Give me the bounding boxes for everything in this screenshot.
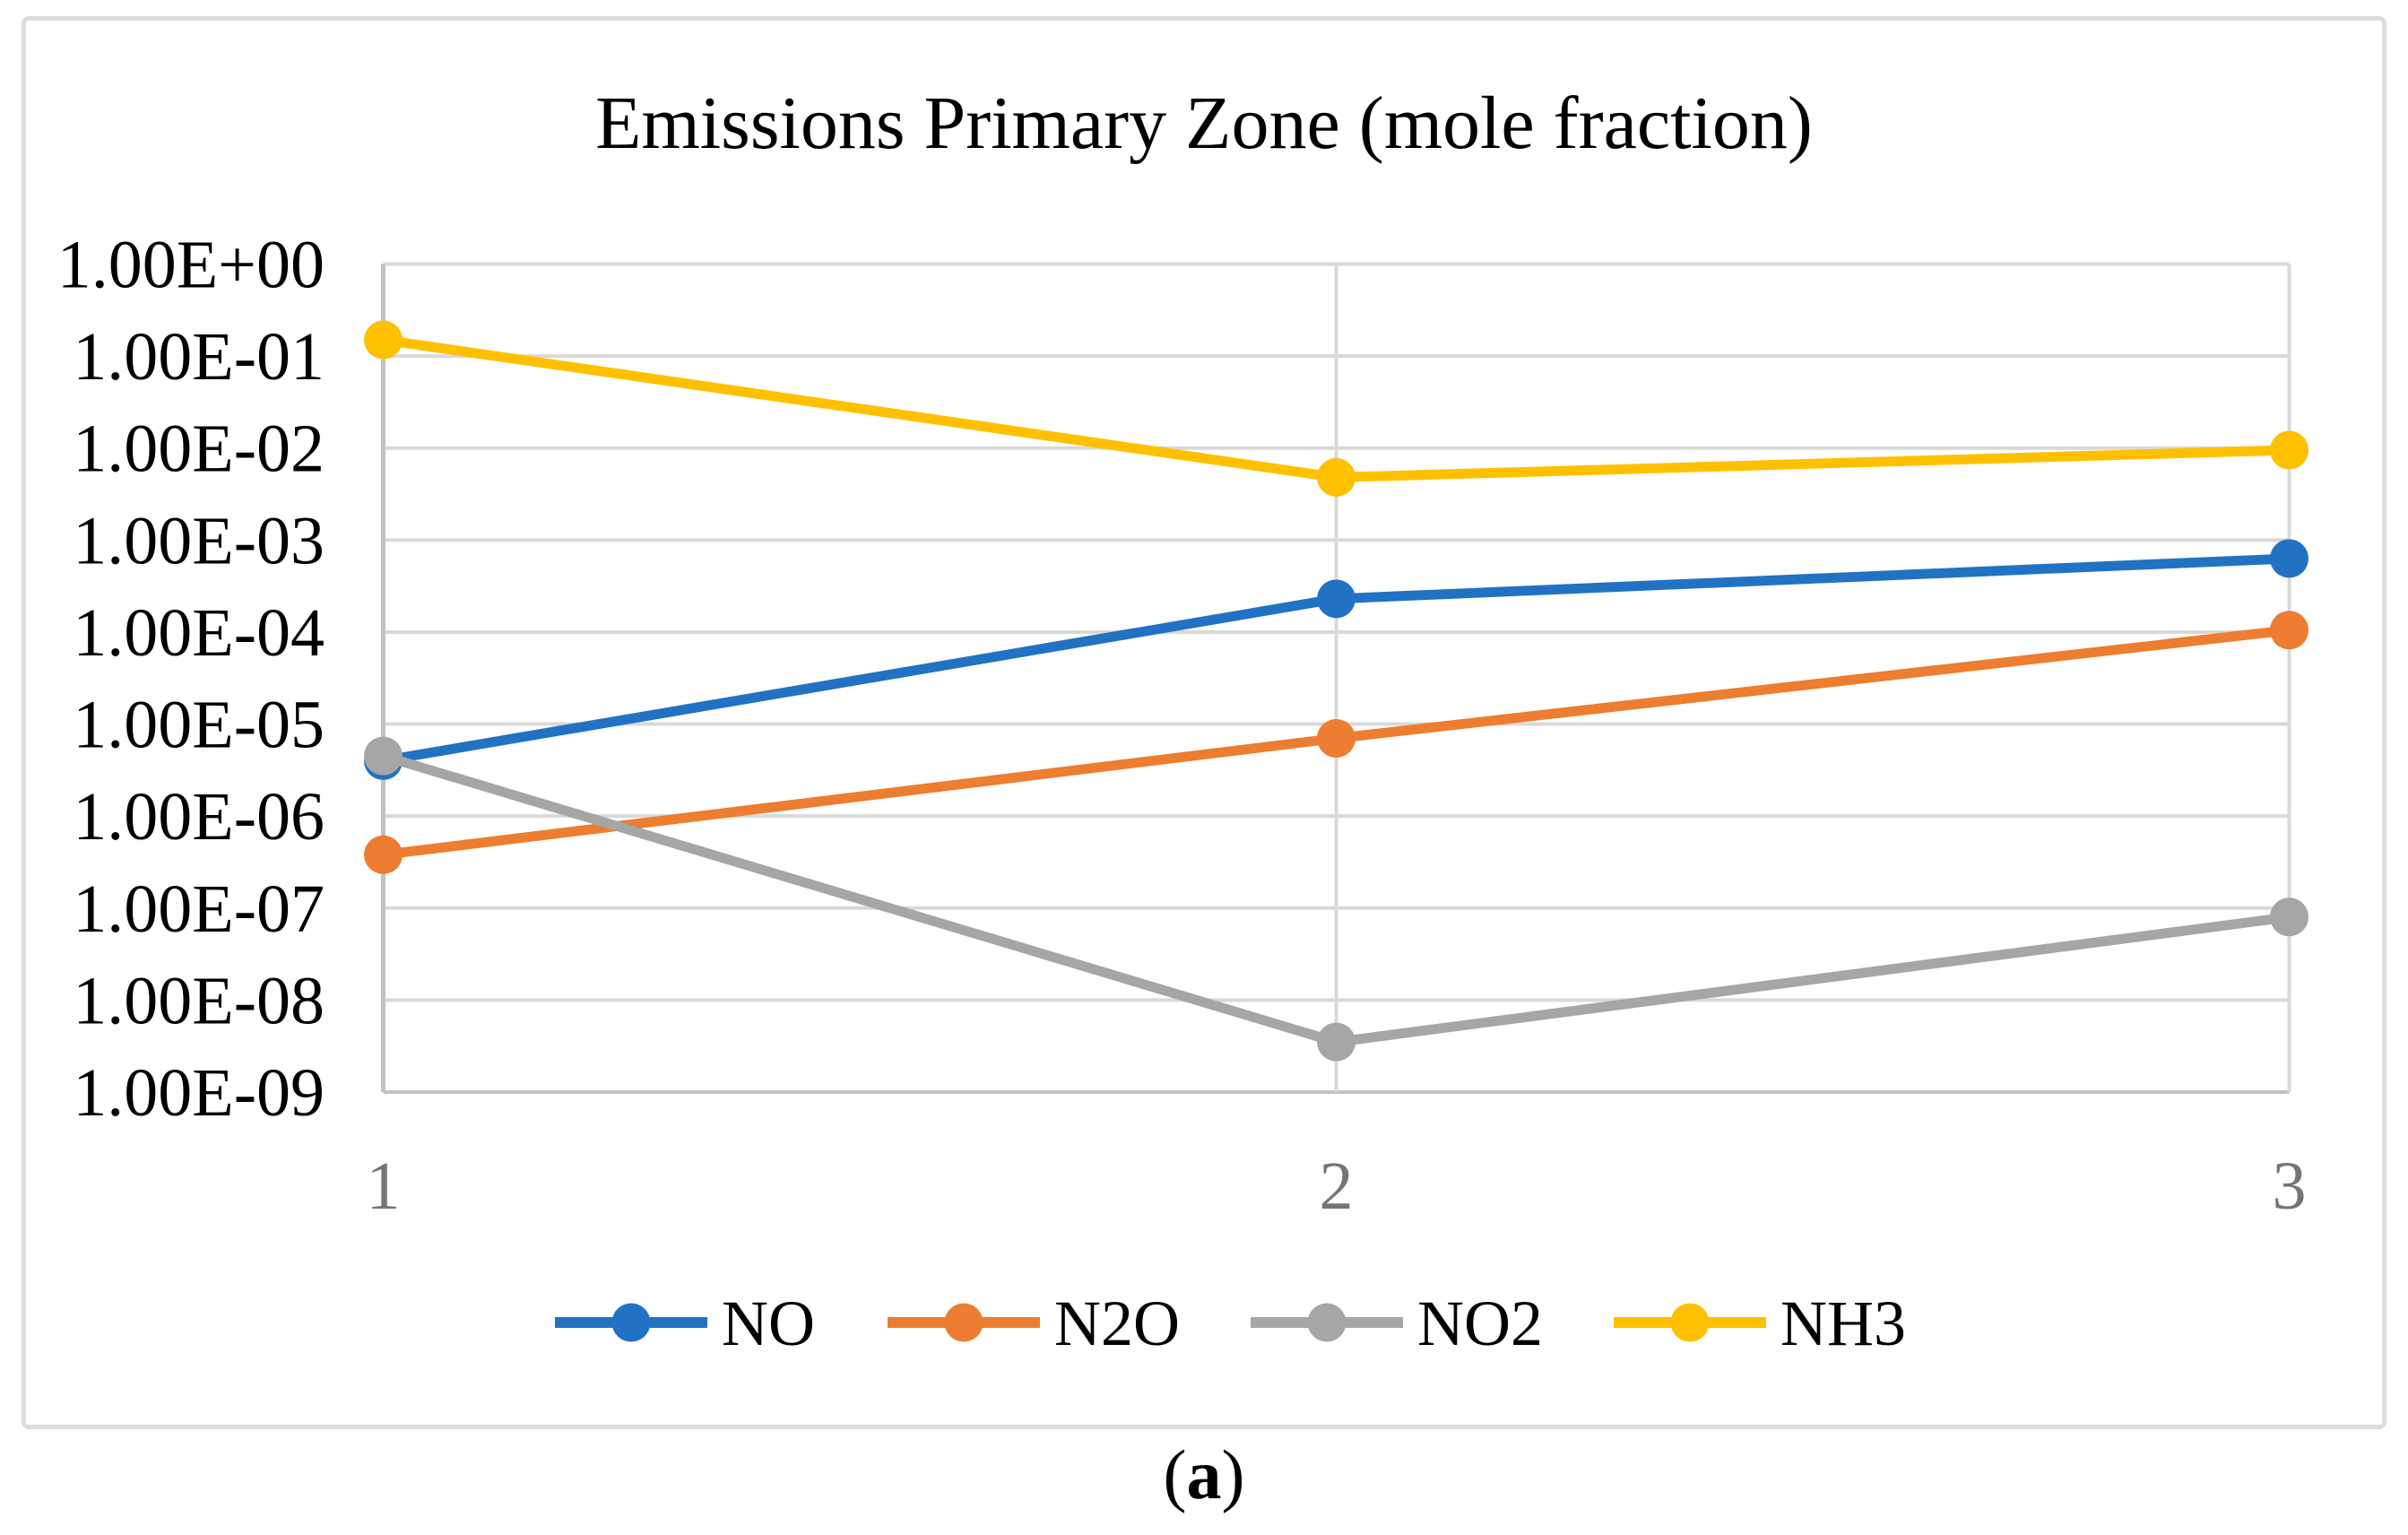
y-tick-label: 1.00E-05 bbox=[73, 688, 325, 763]
legend-item-NO2: NO2 bbox=[1251, 1288, 1543, 1359]
gridlines bbox=[381, 262, 2291, 1094]
y-tick-label: 1.00E-01 bbox=[73, 319, 325, 395]
series-marker-NO2 bbox=[364, 736, 403, 776]
caption-paren-open: ( bbox=[1163, 1435, 1187, 1513]
x-tick-label: 3 bbox=[2273, 1149, 2307, 1224]
series-marker-NH3 bbox=[2270, 430, 2308, 470]
y-tick-label: 1.00E-09 bbox=[73, 1055, 325, 1131]
legend-label-NO2: NO2 bbox=[1417, 1288, 1543, 1359]
series-marker-NO bbox=[2270, 539, 2308, 578]
series-marker-N2O bbox=[364, 835, 403, 874]
series-marker-NO2 bbox=[1317, 1022, 1356, 1062]
series-lines bbox=[364, 320, 2308, 1062]
legend-label-N2O: N2O bbox=[1054, 1288, 1180, 1359]
legend-marker-NH3 bbox=[1670, 1303, 1710, 1342]
x-axis-labels: 1 2 3 bbox=[367, 1149, 2307, 1224]
series-marker-N2O bbox=[1317, 718, 1356, 758]
y-tick-label: 1.00E+00 bbox=[57, 228, 325, 303]
legend-label-NO: NO bbox=[722, 1288, 815, 1359]
series-marker-NO2 bbox=[2270, 898, 2308, 937]
y-tick-label: 1.00E-08 bbox=[73, 963, 325, 1038]
caption-paren-close: ) bbox=[1221, 1435, 1245, 1513]
y-tick-label: 1.00E-04 bbox=[73, 595, 325, 671]
series-marker-NO bbox=[1317, 579, 1356, 619]
series-marker-NH3 bbox=[364, 320, 403, 360]
y-tick-label: 1.00E-02 bbox=[73, 412, 325, 487]
legend-item-NO: NO bbox=[555, 1288, 815, 1359]
legend: NO N2O NO2 NH3 bbox=[555, 1288, 1906, 1359]
y-tick-label: 1.00E-03 bbox=[73, 503, 325, 578]
series-marker-N2O bbox=[2270, 611, 2308, 650]
legend-item-N2O: N2O bbox=[888, 1288, 1180, 1359]
y-tick-label: 1.00E-06 bbox=[73, 779, 325, 854]
legend-marker-NO bbox=[611, 1303, 651, 1342]
legend-marker-NO2 bbox=[1307, 1303, 1347, 1342]
legend-label-NH3: NH3 bbox=[1780, 1288, 1906, 1359]
x-tick-label: 1 bbox=[367, 1149, 401, 1224]
figure-caption: (a) bbox=[0, 1440, 2408, 1510]
caption-letter: a bbox=[1186, 1435, 1222, 1513]
y-tick-label: 1.00E-07 bbox=[73, 872, 325, 947]
x-tick-label: 2 bbox=[1320, 1149, 1354, 1224]
legend-marker-N2O bbox=[944, 1303, 983, 1342]
series-marker-NH3 bbox=[1317, 457, 1356, 497]
chart-title: Emissions Primary Zone (mole fraction) bbox=[595, 82, 1813, 165]
legend-item-NH3: NH3 bbox=[1614, 1288, 1906, 1359]
y-axis-labels: 1.00E+00 1.00E-01 1.00E-02 1.00E-03 1.00E-04… bbox=[57, 228, 325, 1132]
